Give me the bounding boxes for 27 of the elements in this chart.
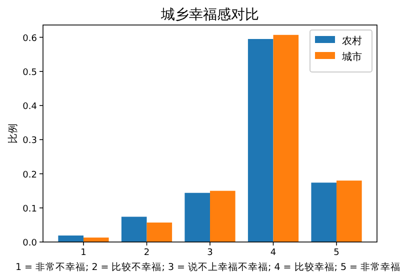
legend-label: 农村 <box>342 35 362 47</box>
y-tick-label: 0.4 <box>22 102 38 112</box>
y-tick-label: 0.2 <box>22 170 37 180</box>
x-tick-label: 1 <box>80 248 86 258</box>
chart-title: 城乡幸福感对比 <box>160 7 259 23</box>
y-tick-label: 0.3 <box>22 136 37 146</box>
bar <box>58 236 84 242</box>
y-tick-label: 0.6 <box>22 34 38 44</box>
y-tick-label: 0.5 <box>22 68 37 78</box>
bar <box>248 38 274 242</box>
x-tick-label: 3 <box>207 248 213 258</box>
y-axis-title: 比例 <box>7 124 19 144</box>
bar <box>121 216 147 242</box>
bar <box>311 182 337 242</box>
x-tick-label: 5 <box>334 248 340 258</box>
bar <box>184 192 210 242</box>
x-tick-label: 2 <box>144 248 150 258</box>
x-axis-title: 1 = 非常不幸福; 2 = 比较不幸福; 3 = 说不上幸福不幸福; 4 = 比较幸福; 5 = 非常幸福 <box>15 261 401 273</box>
bar <box>336 180 362 242</box>
bar <box>146 222 172 242</box>
bar <box>83 238 109 242</box>
x-tick-label: 4 <box>270 248 276 258</box>
legend-label: 城市 <box>341 51 362 63</box>
bar <box>210 190 236 242</box>
bar <box>273 34 299 242</box>
y-tick-label: 0.1 <box>22 204 37 214</box>
y-tick-label: 0.0 <box>22 238 38 248</box>
